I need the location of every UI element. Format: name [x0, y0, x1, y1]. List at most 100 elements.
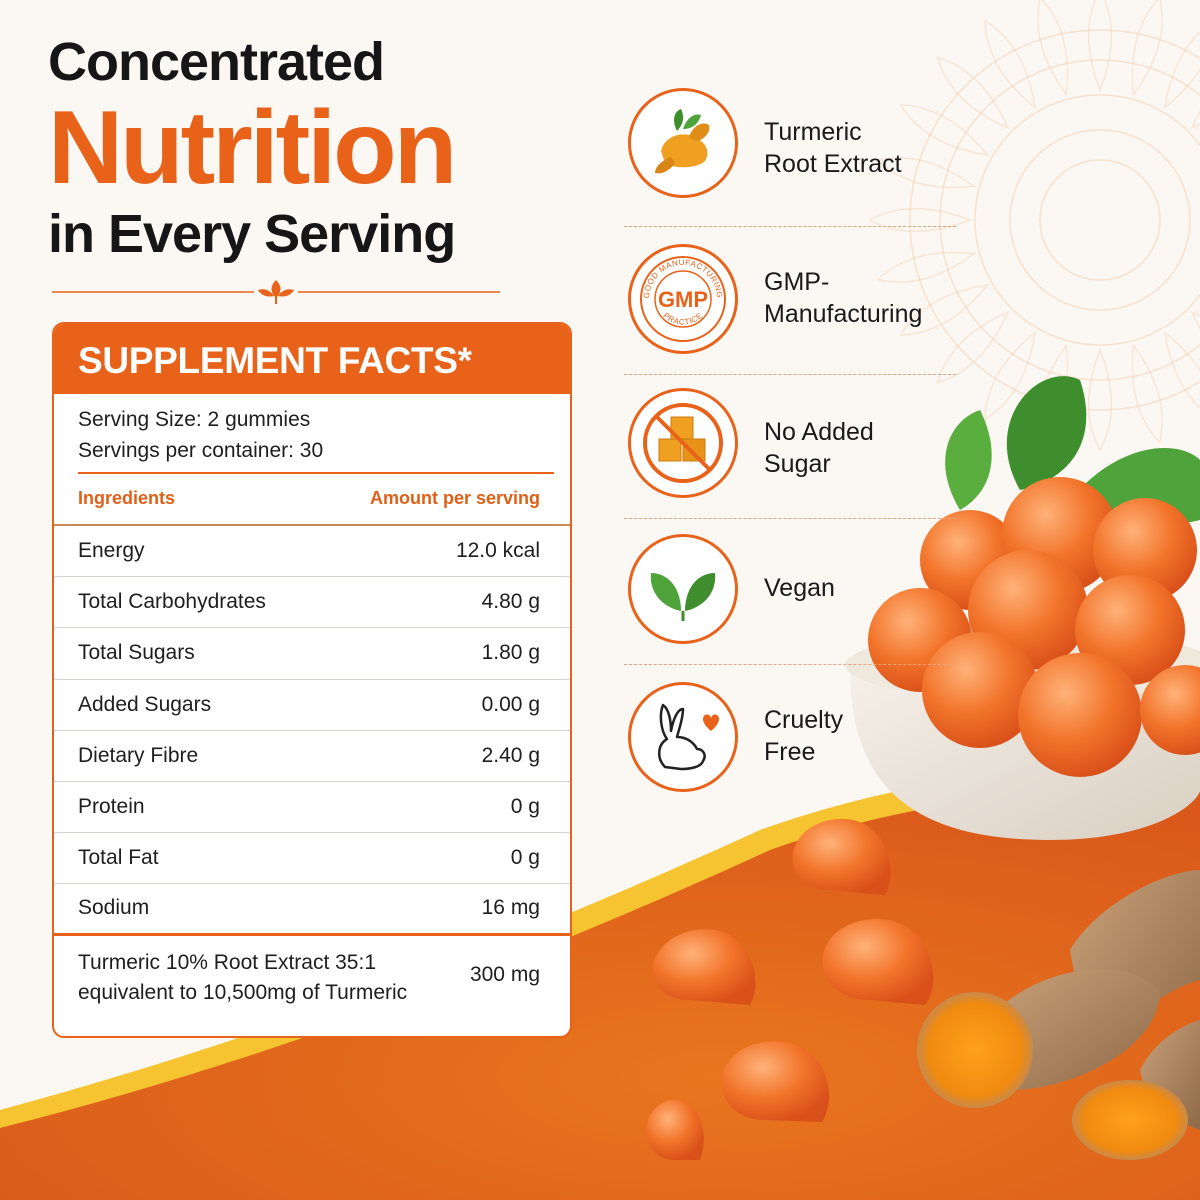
feature-separator	[624, 226, 956, 227]
row-amount: 0.00 g	[481, 692, 540, 716]
mandala-petal	[1131, 0, 1163, 97]
turmeric-extract-row: Turmeric 10% Root Extract 35:1 equivalen…	[54, 936, 570, 1008]
feature-separator	[624, 664, 956, 665]
mandala-petal	[984, 330, 1037, 421]
feature-label-line1: Cruelty	[764, 706, 844, 734]
row-amount: 0 g	[510, 846, 540, 870]
feature-separator	[624, 374, 956, 375]
feature-no-sugar: No Added Sugar	[624, 388, 964, 519]
feature-label: Cruelty Free	[764, 704, 843, 768]
servings-per-container: Servings per container: 30	[78, 439, 324, 462]
extract-line1: Turmeric 10% Root Extract 35:1	[78, 950, 376, 974]
feature-label-line1: No Added	[764, 418, 874, 446]
divider-line	[78, 472, 554, 474]
mandala-petal	[936, 310, 1010, 384]
svg-text:PRACTICE: PRACTICE	[662, 311, 705, 327]
row-name: Total Carbohydrates	[78, 590, 266, 614]
facts-rows: Energy 12.0 kcal Total Carbohydrates 4.80 …	[54, 526, 570, 936]
extract-amount: 300 mg	[469, 962, 540, 986]
mandala-petal	[868, 207, 973, 233]
loose-gummies	[646, 818, 934, 1160]
mandala-petal	[876, 251, 977, 283]
supplement-facts-panel: SUPPLEMENT FACTS* Serving Size: 2 gummie…	[52, 322, 572, 1038]
facts-row: Energy 12.0 kcal	[54, 526, 570, 578]
facts-row: Protein 0 g	[54, 782, 570, 834]
feature-turmeric: Turmeric Root Extract	[624, 88, 964, 227]
row-amount: 0 g	[510, 795, 540, 819]
feature-label: Vegan	[764, 572, 835, 604]
floor-orange	[0, 790, 1200, 1200]
col-ingredients: Ingredients	[78, 488, 176, 508]
ornament-divider	[52, 280, 500, 304]
mandala-petal	[899, 283, 990, 336]
row-name: Total Sugars	[78, 641, 195, 665]
feature-separator	[624, 518, 956, 519]
headline-line1: Concentrated	[48, 32, 385, 92]
row-name: Total Fat	[78, 846, 159, 870]
mandala-petal	[899, 104, 990, 157]
row-name: Sodium	[78, 896, 150, 920]
row-name: Added Sugars	[78, 692, 212, 716]
facts-row: Total Fat 0 g	[54, 833, 570, 885]
row-name: Dietary Fibre	[78, 743, 199, 767]
vegan-leaf-icon	[650, 573, 716, 621]
header-rule	[54, 524, 570, 526]
feature-badge	[628, 682, 738, 792]
feature-badge	[628, 88, 738, 198]
row-amount: 4.80 g	[481, 590, 540, 614]
feature-vegan: Vegan	[624, 534, 964, 665]
turmeric-roots	[917, 870, 1200, 1160]
feature-label-line2: Sugar	[764, 450, 831, 478]
gmp-seal-icon: GOOD MANUFACTURING PRACTICE GMP	[640, 256, 726, 342]
mandala-petal	[1163, 330, 1200, 409]
row-amount: 1.80 g	[481, 641, 540, 665]
turmeric-slice	[1072, 1080, 1188, 1160]
row-amount: 16 mg	[481, 896, 540, 920]
feature-label: Turmeric Root Extract	[764, 116, 902, 180]
feature-label-line2: Root Extract	[764, 150, 902, 178]
turmeric-root-icon	[655, 109, 710, 174]
mandala-pattern	[909, 29, 1200, 411]
row-name: Energy	[78, 539, 145, 563]
gummies-in-bowl	[868, 477, 1200, 777]
no-sugar-icon	[643, 403, 723, 483]
product-photo	[646, 376, 1200, 1160]
feature-label-line1: Turmeric	[764, 118, 862, 146]
gmp-center: GMP	[658, 287, 708, 312]
row-amount: 2.40 g	[481, 743, 540, 767]
facts-row: Total Sugars 1.80 g	[54, 628, 570, 680]
headline-line2: Nutrition	[48, 90, 457, 206]
extract-description: Turmeric 10% Root Extract 35:1 equivalen…	[78, 948, 407, 1008]
col-amount: Amount per serving	[369, 488, 540, 508]
facts-row: Dietary Fibre 2.40 g	[54, 731, 570, 782]
row-name: Protein	[78, 795, 145, 819]
headline: Concentrated Nutrition in Every Serving	[48, 32, 608, 266]
extract-line2: equivalent to 10,500mg of Turmeric	[78, 980, 408, 1004]
gmp-arc-bottom: PRACTICE	[662, 311, 704, 327]
feature-label-line2: Manufacturing	[764, 300, 923, 328]
row-amount: 12.0 kcal	[455, 539, 540, 563]
mandala-petal	[1037, 0, 1069, 97]
cruelty-free-rabbit-icon	[658, 703, 719, 771]
serving-size: Serving Size: 2 gummies	[78, 408, 311, 431]
facts-row: Sodium 16 mg	[54, 884, 570, 936]
mandala-petal	[1087, 347, 1113, 452]
facts-row: Total Carbohydrates 4.80 g	[54, 577, 570, 629]
headline-line3: in Every Serving	[48, 204, 456, 264]
serving-info: Serving Size: 2 gummies Servings per con…	[54, 394, 570, 472]
feature-cruelty-free: Cruelty Free	[624, 682, 964, 792]
feature-badge: GOOD MANUFACTURING PRACTICE GMP	[628, 244, 738, 354]
mandala-petal	[1087, 0, 1113, 93]
turmeric-slice	[917, 992, 1033, 1108]
feature-badge	[628, 534, 738, 644]
mandala-petal	[936, 56, 1010, 130]
feature-label-line1: GMP-	[764, 268, 830, 296]
feature-badge	[628, 388, 738, 498]
feature-label-line1: Vegan	[764, 574, 835, 602]
mandala-petal	[984, 19, 1037, 110]
mandala-petal	[1163, 31, 1200, 110]
feature-label: GMP- Manufacturing	[764, 266, 922, 330]
facts-row: Added Sugars 0.00 g	[54, 680, 570, 731]
supplement-facts-title: SUPPLEMENT FACTS*	[54, 324, 570, 394]
